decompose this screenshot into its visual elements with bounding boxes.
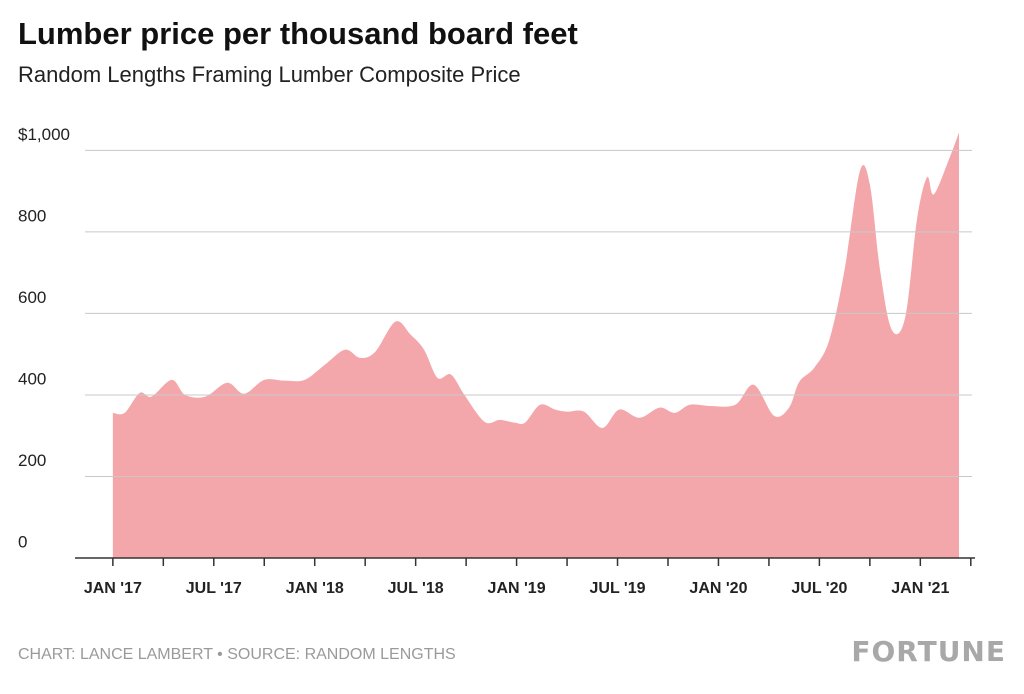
- y-tick-label: 400: [18, 369, 46, 388]
- credit: CHART: LANCE LAMBERT • SOURCE: RANDOM LE…: [18, 646, 456, 663]
- x-tick-label: JUL '18: [388, 580, 444, 597]
- x-tick-label: JAN '21: [891, 580, 949, 597]
- x-tick-label: JAN '17: [84, 580, 142, 597]
- x-tick-label: JUL '19: [590, 580, 646, 597]
- y-tick-label: $1,000: [18, 125, 70, 144]
- y-tick-label: 200: [18, 451, 46, 470]
- y-tick-label: 0: [18, 532, 27, 551]
- y-tick-label: 800: [18, 206, 46, 225]
- x-tick-label: JAN '19: [488, 580, 546, 597]
- brand-logo: FORTUNE: [851, 635, 1006, 668]
- y-tick-label: 600: [18, 288, 46, 307]
- x-tick-label: JUL '17: [186, 580, 242, 597]
- chart-title: Lumber price per thousand board feet: [18, 16, 578, 51]
- chart-subtitle: Random Lengths Framing Lumber Composite …: [18, 62, 521, 87]
- x-tick-label: JAN '20: [689, 580, 747, 597]
- x-tick-label: JAN '18: [286, 580, 344, 597]
- area: [112, 132, 960, 558]
- x-tick-label: JUL '20: [791, 580, 847, 597]
